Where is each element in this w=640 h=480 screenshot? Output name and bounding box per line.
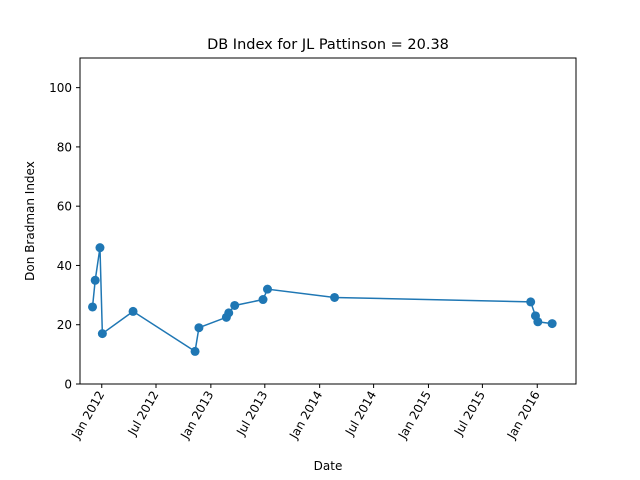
- y-tick-label: 20: [57, 318, 72, 332]
- x-tick-label: Jul 2015: [451, 388, 488, 438]
- data-point: [330, 292, 340, 302]
- data-point: [533, 317, 543, 327]
- data-point: [95, 243, 105, 253]
- data-point: [90, 275, 100, 285]
- data-point: [190, 346, 200, 356]
- x-tick-label: Jul 2013: [233, 389, 270, 439]
- x-tick-label: Jan 2014: [286, 389, 325, 443]
- data-point: [230, 300, 240, 310]
- plot-area: [80, 58, 576, 384]
- y-tick-label: 40: [57, 259, 72, 273]
- chart-title: DB Index for JL Pattinson = 20.38: [207, 37, 449, 53]
- plot-frame: [79, 57, 577, 385]
- data-point: [88, 302, 98, 312]
- data-point: [262, 284, 272, 294]
- y-axis-label: Don Bradman Index: [23, 161, 37, 281]
- x-tick-label: Jul 2014: [342, 389, 379, 439]
- y-tick-label: 60: [57, 200, 72, 214]
- data-marks: [88, 243, 557, 356]
- y-axis-ticks: 0 20 40 60 80 100: [49, 81, 80, 392]
- x-tick-label: Jan 2012: [68, 389, 107, 443]
- y-tick-label: 80: [57, 140, 72, 154]
- data-point: [97, 329, 107, 339]
- x-tick-label: Jan 2015: [395, 389, 434, 443]
- x-tick-label: Jan 2013: [177, 389, 216, 443]
- data-point: [128, 306, 138, 316]
- data-point: [526, 297, 536, 307]
- x-axis-ticks: Jan 2012 Jul 2012 Jan 2013 Jul 2013 Jan 2014…: [68, 384, 543, 442]
- x-tick-label: Jul 2012: [125, 389, 162, 439]
- data-point: [258, 295, 268, 305]
- x-axis-label: Date: [314, 459, 343, 473]
- data-point: [194, 323, 204, 333]
- data-point: [547, 319, 557, 329]
- y-tick-label: 0: [64, 378, 72, 392]
- data-point: [224, 308, 234, 318]
- y-tick-label: 100: [49, 81, 72, 95]
- x-tick-label: Jan 2016: [504, 389, 543, 443]
